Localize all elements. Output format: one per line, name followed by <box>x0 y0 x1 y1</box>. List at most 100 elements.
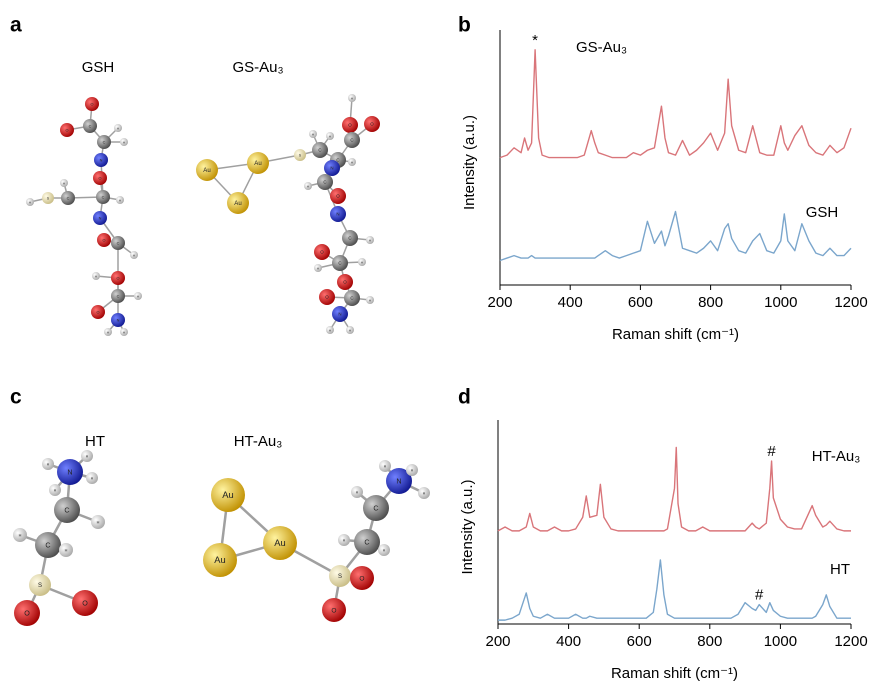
atom-label: H <box>307 184 309 188</box>
atom-label: H <box>317 266 319 270</box>
atom-label: H <box>351 160 353 164</box>
atom-label: O <box>97 311 100 315</box>
atom <box>114 124 122 132</box>
atom-label: C <box>318 148 321 153</box>
annotation: # <box>767 443 776 460</box>
x-axis-label: Raman shift (cm⁻¹) <box>612 326 739 343</box>
atom <box>116 196 124 204</box>
atom <box>364 116 380 132</box>
atom <box>342 230 358 246</box>
atom-label: H <box>423 491 426 495</box>
atom <box>350 566 374 590</box>
x-tick-label: 1000 <box>764 633 797 650</box>
atom-label: H <box>383 548 386 552</box>
atom-label: Au <box>214 555 225 565</box>
x-tick-label: 200 <box>485 633 510 650</box>
series-label: GSH <box>806 204 839 221</box>
atom <box>59 543 73 557</box>
atom-label: H <box>411 468 414 472</box>
molecule: O O C H H C N O C H C S H H N O C H O H C H O N H H <box>26 97 142 336</box>
molecule-name: GSH <box>82 59 115 76</box>
atom-label: O <box>320 250 324 255</box>
atom-label: S <box>338 574 342 580</box>
atom <box>54 497 80 523</box>
atom-label: C <box>350 138 353 143</box>
atom <box>57 459 83 485</box>
atom-label: O <box>82 599 88 607</box>
atom-label: C <box>64 506 69 514</box>
atom-label: C <box>102 196 105 200</box>
atom <box>134 292 142 300</box>
atom <box>342 117 358 133</box>
atom-label: C <box>45 541 50 549</box>
atom <box>85 97 99 111</box>
atom-label: O <box>117 277 120 281</box>
y-axis-label: Intensity (a.u.) <box>459 479 476 574</box>
atom-label: C <box>117 295 120 299</box>
series-label: HT-Au₃ <box>812 448 861 465</box>
atom-label: Au <box>254 161 261 167</box>
atom <box>26 198 34 206</box>
atom <box>418 487 430 499</box>
atom <box>72 590 98 616</box>
atom <box>83 119 97 133</box>
atom-label: O <box>370 122 374 127</box>
atom-label: N <box>99 217 102 221</box>
atom <box>60 123 74 137</box>
atom-label: O <box>336 194 340 199</box>
x-tick-label: 400 <box>556 633 581 650</box>
atom-label: H <box>95 274 97 278</box>
atom-label: O <box>331 607 336 614</box>
atom <box>386 468 412 494</box>
atom-label: H <box>123 330 125 334</box>
atom-label: H <box>343 538 346 542</box>
molecule-name: HT <box>85 433 105 450</box>
x-tick-label: 1200 <box>834 633 867 650</box>
atom <box>211 478 245 512</box>
panel-label: d <box>458 386 471 409</box>
atom-label: H <box>65 549 68 553</box>
atom <box>366 296 374 304</box>
atom <box>358 258 366 266</box>
atom-label: C <box>117 242 120 246</box>
atom-label: O <box>91 103 94 107</box>
atom-label: H <box>97 521 100 525</box>
atom <box>227 192 249 214</box>
atom <box>337 274 353 290</box>
atom <box>14 600 40 626</box>
x-tick-label: 1000 <box>764 294 797 311</box>
atom-label: H <box>369 298 371 302</box>
atom <box>91 515 105 529</box>
atom-label: S <box>38 583 42 589</box>
atom <box>322 598 346 622</box>
atom <box>326 132 334 140</box>
atom-label: H <box>351 96 353 100</box>
atom <box>92 272 100 280</box>
atom <box>61 191 75 205</box>
atom-label: H <box>349 328 351 332</box>
atom <box>351 486 363 498</box>
atom <box>91 305 105 319</box>
atom-label: N <box>330 166 333 171</box>
atom-label: C <box>338 261 341 266</box>
atom <box>314 244 330 260</box>
atom <box>309 130 317 138</box>
atom-label: O <box>343 280 347 285</box>
x-tick-label: 600 <box>627 633 652 650</box>
atom-label: C <box>364 538 369 546</box>
atom <box>332 306 348 322</box>
atom-label: H <box>329 134 331 138</box>
atom-label: H <box>123 140 125 144</box>
atom <box>42 458 54 470</box>
atom <box>120 328 128 336</box>
molecule-name: HT-Au₃ <box>234 433 283 450</box>
atom <box>346 326 354 334</box>
x-tick-label: 1200 <box>834 294 867 311</box>
x-tick-label: 400 <box>558 294 583 311</box>
atom <box>330 206 346 222</box>
atom-label: S <box>47 196 50 200</box>
annotation: # <box>755 587 764 604</box>
atom-label: O <box>325 295 329 300</box>
atom <box>329 565 351 587</box>
atom-label: H <box>137 294 139 298</box>
